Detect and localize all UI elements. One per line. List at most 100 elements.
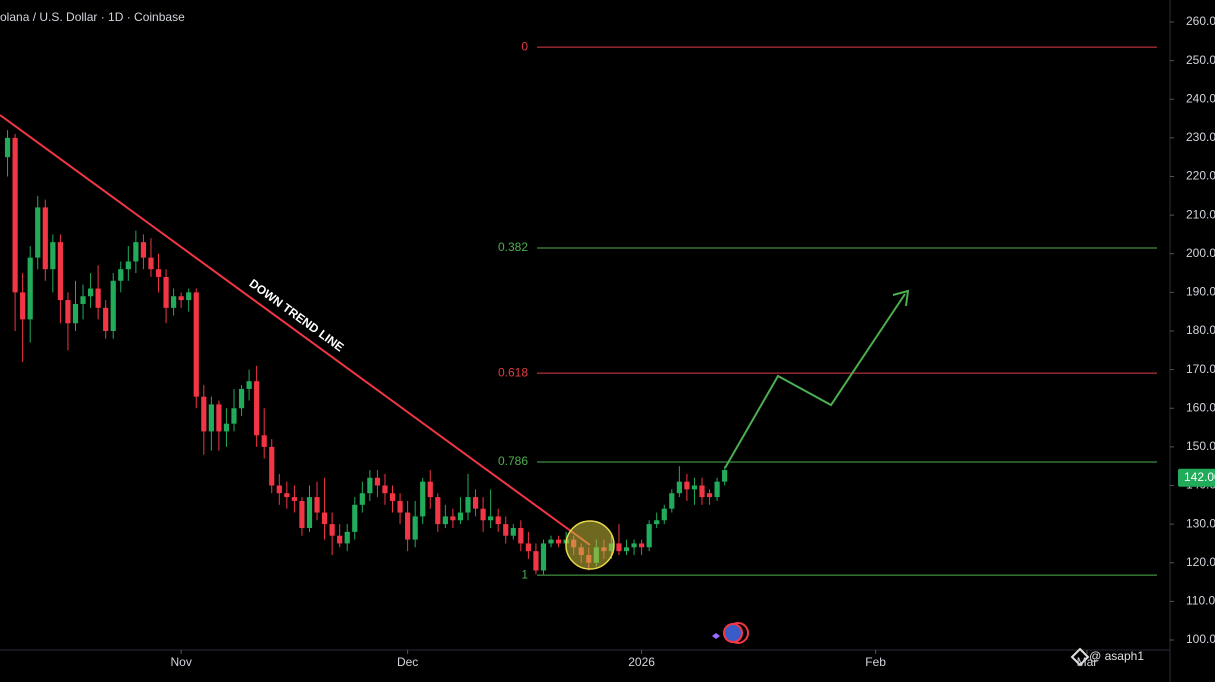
candle-body [465,497,471,513]
candle-body [314,497,320,513]
candle-body [231,408,237,424]
candle-body [238,388,245,409]
candle-body [367,477,373,494]
y-tick-label: 230.00 [1186,130,1215,144]
candle-body [344,531,350,544]
candle-body [359,493,365,505]
candle-body [525,543,531,552]
candle-body [87,288,94,297]
candle-body [352,504,358,532]
fib-label: 0.786 [498,454,528,468]
candle-body [171,296,177,308]
candle-body [405,512,411,540]
candle-body [518,527,524,544]
candle-body [269,446,275,486]
y-tick-label: 200.00 [1186,246,1215,260]
y-tick-label: 120.00 [1186,555,1215,569]
candle-body [676,481,682,494]
candle-body [639,543,645,548]
candle-body [125,261,131,270]
candle-body [42,207,48,270]
candle-body [540,543,547,571]
y-tick-label: 170.00 [1186,362,1215,376]
x-tick-label: Mar [1077,655,1098,669]
candle-body [201,396,207,432]
candle-body [510,527,516,536]
watermark-logo [1070,647,1090,667]
candle-body [427,481,433,498]
candle-body [374,477,381,486]
candle-body [616,543,622,552]
arrow-head [892,289,910,307]
candle-body [50,242,56,270]
y-tick-label: 220.00 [1186,169,1215,183]
candle-body [103,307,109,331]
candle-body [321,512,328,525]
candle-body [35,207,41,258]
last-price-label: 142.00 [1184,470,1215,484]
y-tick-label: 150.00 [1186,439,1215,453]
candle-body [186,292,192,301]
candle-body [646,524,652,548]
y-tick-label: 110.00 [1186,594,1215,608]
last-price-tag [1178,468,1215,487]
candle-body [397,500,403,513]
candle-body [669,493,675,509]
candle-body [246,381,252,389]
fib-label: 0.382 [498,240,528,254]
candle-body [488,516,494,521]
candle-body [706,493,713,498]
fib-label: 1 [521,567,528,581]
candle-body [691,485,698,490]
candle-body [65,300,71,324]
fib-label: 0 [521,39,528,53]
y-tick-label: 180.00 [1186,323,1215,337]
y-tick-label: 130.00 [1186,516,1215,530]
candle-body [276,485,282,494]
candle-body [261,435,267,447]
candle-body [216,404,222,432]
candle-body [284,493,290,498]
candle-body [450,516,456,521]
candle-body [155,269,162,277]
candle-body [223,423,230,432]
y-tick-label: 160.00 [1186,400,1215,414]
candle-body [442,516,448,525]
candle-body [661,508,667,521]
x-tick-label: 2026 [628,655,655,669]
candle-body [389,493,396,501]
candle-body [110,280,116,331]
watermark: @ asaph1 [1089,649,1144,663]
candle-body [57,242,63,301]
candle-body [193,292,199,397]
y-tick-label: 240.00 [1186,91,1215,105]
x-tick-label: Nov [170,655,191,669]
candle-body [27,257,33,320]
fib-label: 0.618 [498,365,528,379]
x-tick-label: Feb [865,655,886,669]
candle-body [631,543,637,548]
candle-body [382,485,388,494]
candle-body [548,539,554,544]
chart-title: Solana / U.S. Dollar · 1D · Coinbase [0,10,185,24]
candle-body [699,485,705,498]
candle-body [163,276,169,308]
candle-body [208,404,214,432]
trend-line [0,114,591,546]
candle-body [472,497,479,509]
candle-body [503,524,509,536]
candle-body [533,551,539,571]
event-icon [712,622,749,644]
candle-body [178,296,184,301]
candle-body [291,497,297,501]
projection-arrow [724,293,906,469]
candle-body [654,520,660,525]
candle-body [95,288,101,308]
candle-body [80,296,86,304]
candle-body [118,269,124,281]
candle-body [140,242,147,258]
candle-body [435,497,441,525]
candle-body [420,481,426,517]
